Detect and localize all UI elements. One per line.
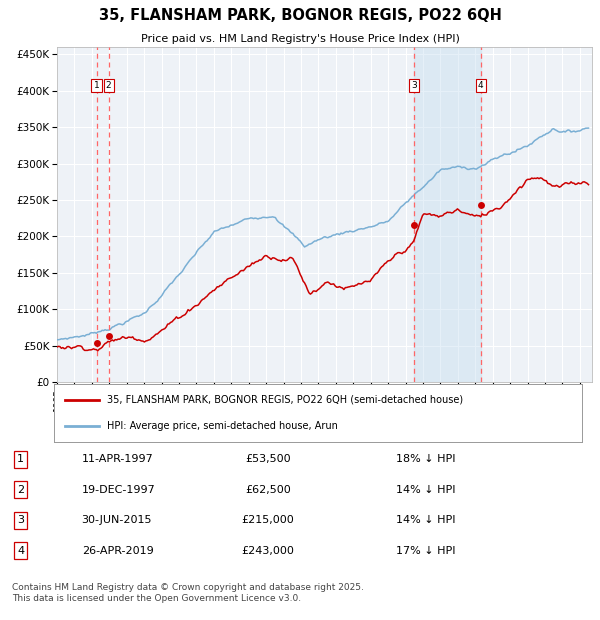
Text: 2: 2 xyxy=(106,81,112,90)
Text: HPI: Average price, semi-detached house, Arun: HPI: Average price, semi-detached house,… xyxy=(107,422,338,432)
Text: £243,000: £243,000 xyxy=(241,546,295,556)
Text: 3: 3 xyxy=(411,81,417,90)
Text: 1: 1 xyxy=(17,454,24,464)
Text: 14% ↓ HPI: 14% ↓ HPI xyxy=(396,485,455,495)
Text: £53,500: £53,500 xyxy=(245,454,291,464)
Text: 26-APR-2019: 26-APR-2019 xyxy=(82,546,154,556)
Text: Price paid vs. HM Land Registry's House Price Index (HPI): Price paid vs. HM Land Registry's House … xyxy=(140,34,460,44)
Text: 17% ↓ HPI: 17% ↓ HPI xyxy=(396,546,455,556)
Text: £62,500: £62,500 xyxy=(245,485,291,495)
Text: 30-JUN-2015: 30-JUN-2015 xyxy=(82,515,152,525)
Text: 4: 4 xyxy=(478,81,484,90)
Text: 4: 4 xyxy=(17,546,24,556)
Text: 3: 3 xyxy=(17,515,24,525)
Text: 35, FLANSHAM PARK, BOGNOR REGIS, PO22 6QH: 35, FLANSHAM PARK, BOGNOR REGIS, PO22 6Q… xyxy=(98,9,502,24)
Text: 2: 2 xyxy=(17,485,24,495)
Text: 35, FLANSHAM PARK, BOGNOR REGIS, PO22 6QH (semi-detached house): 35, FLANSHAM PARK, BOGNOR REGIS, PO22 6Q… xyxy=(107,395,463,405)
Text: £215,000: £215,000 xyxy=(242,515,294,525)
Text: Contains HM Land Registry data © Crown copyright and database right 2025.
This d: Contains HM Land Registry data © Crown c… xyxy=(12,583,364,603)
Text: 18% ↓ HPI: 18% ↓ HPI xyxy=(396,454,455,464)
Text: 11-APR-1997: 11-APR-1997 xyxy=(82,454,154,464)
Text: 19-DEC-1997: 19-DEC-1997 xyxy=(82,485,155,495)
Text: 1: 1 xyxy=(94,81,100,90)
Text: 14% ↓ HPI: 14% ↓ HPI xyxy=(396,515,455,525)
Bar xyxy=(414,47,481,382)
